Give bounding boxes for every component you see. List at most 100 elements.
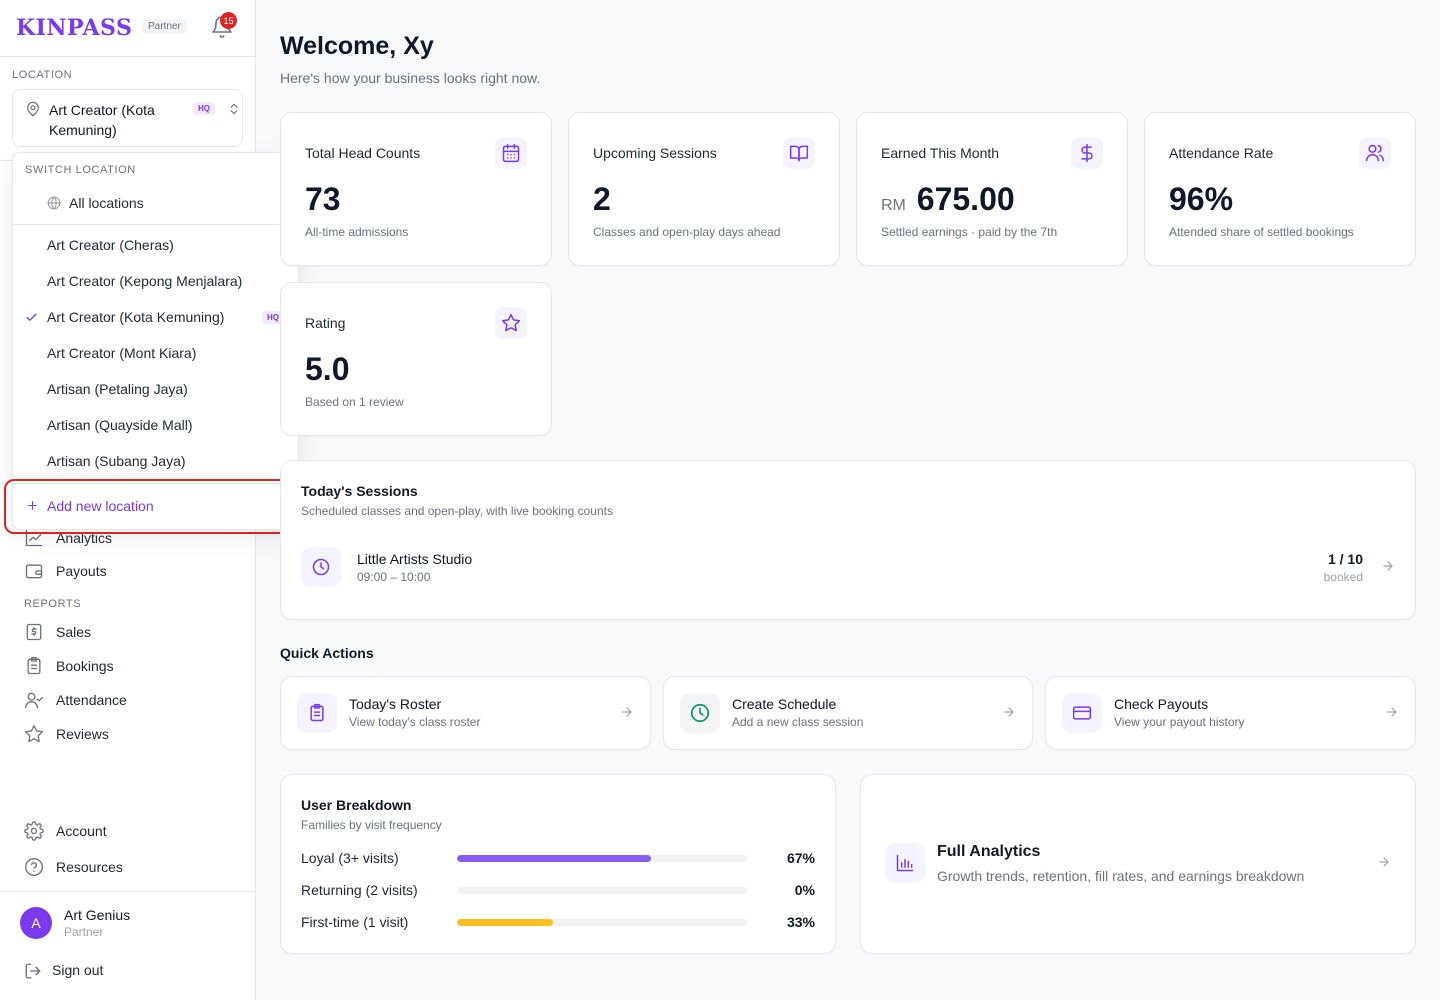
full-analytics-card[interactable]: Full Analytics Growth trends, retention,… [860,774,1416,954]
nav-label: Account [56,823,107,839]
kinpass-logo[interactable]: KINPASS [16,15,133,41]
quick-action-check-payouts[interactable]: Check Payouts View your payout history [1045,676,1416,750]
user-name: Art Genius [64,907,131,923]
stat-card-head-counts: Total Head Counts 73 All-time admissions [280,112,552,266]
nav-resources[interactable]: Resources [24,855,123,879]
quick-action-subtitle: Add a new class session [732,715,864,729]
page-subtitle: Here's how your business looks right now… [280,70,541,86]
location-section-label: LOCATION [12,69,73,81]
session-booked-label: booked [1323,570,1363,584]
stat-label: Earned This Month [881,145,1000,161]
divider [0,56,255,57]
location-option[interactable]: Art Creator (Kepong Menjalara) [13,264,298,300]
avatar: A [20,907,52,939]
location-option-label: Art Creator (Cheras) [47,237,174,253]
add-new-location-label: Add new location [47,498,154,514]
current-location-name: Art Creator (Kota Kemuning) [49,102,155,138]
stat-label: Attendance Rate [1169,145,1274,161]
nav-label: Sign out [52,962,104,978]
breakdown-label: First-time (1 visit) [301,914,409,930]
quick-action-subtitle: View your payout history [1114,715,1245,729]
nav-payouts[interactable]: Payouts [24,559,107,583]
arrow-right-icon [620,705,634,719]
breakdown-label: Returning (2 visits) [301,882,418,898]
user-info: Art Genius Partner [64,906,130,940]
chevrons-up-down-icon [227,101,241,117]
clipboard-list-icon [24,656,44,676]
stat-card-rating: Rating 5.0 Based on 1 review [280,282,552,436]
progress-track [457,855,747,862]
nav-sales[interactable]: Sales [24,620,91,644]
nav-attendance[interactable]: Attendance [24,688,127,712]
log-out-icon [24,962,41,979]
nav-account[interactable]: Account [24,819,107,843]
stat-value: 96% [1169,181,1234,217]
location-option-label: Art Creator (Mont Kiara) [47,345,197,361]
user-profile[interactable]: A Art Genius Partner [20,906,130,940]
page-title: Welcome, Xy [280,32,434,60]
nav-bookings[interactable]: Bookings [24,654,114,678]
wallet-icon [24,561,44,581]
nav-label: Bookings [56,658,114,674]
nav-label: Sales [56,624,92,640]
quick-action-title: Check Payouts [1114,696,1209,712]
bar-chart-icon [885,843,925,883]
session-booking-count: 1 / 10 [1327,551,1363,567]
location-option-label: Artisan (Subang Jaya) [47,453,186,469]
brand: KINPASS [16,14,132,42]
clipboard-icon [297,693,337,733]
quick-action-create-schedule[interactable]: Create Schedule Add a new class session [663,676,1033,750]
sign-out-button[interactable]: Sign out [24,958,103,982]
location-option-selected[interactable]: Art Creator (Kota Kemuning) HQ [13,300,298,336]
switch-location-label: SWITCH LOCATION [25,164,136,176]
breakdown-percent: 33% [786,914,815,930]
location-option[interactable]: Art Creator (Cheras) [13,228,298,264]
progress-fill [457,919,553,926]
check-icon [25,311,38,324]
hq-badge: HQ [193,102,215,115]
location-selector[interactable]: Art Creator (Kota Kemuning) HQ [12,89,243,147]
full-analytics-title: Full Analytics [937,843,1041,860]
arrow-right-icon [1385,705,1399,719]
nav-reviews[interactable]: Reviews [24,722,109,746]
quick-action-title: Today's Roster [349,696,442,712]
gear-icon [24,821,44,841]
arrow-right-icon [1377,855,1391,869]
dollar-icon [1071,137,1103,169]
nav-label: Attendance [56,692,127,708]
progress-fill [457,855,652,862]
stat-subtext: Attended share of settled bookings [1169,225,1354,239]
amount: 675.00 [916,181,1015,217]
location-option[interactable]: Art Creator (Mont Kiara) [13,336,298,372]
add-new-location-button[interactable]: Add new location [13,487,298,527]
breakdown-row: Returning (2 visits) 0% [301,881,815,901]
hq-badge: HQ [262,311,284,324]
section-description: Scheduled classes and open-play, with li… [301,504,613,518]
nav-analytics[interactable]: Analytics [24,526,112,550]
location-option[interactable]: Artisan (Petaling Jaya) [13,372,298,408]
quick-actions-title: Quick Actions [280,645,374,661]
stat-subtext: Based on 1 review [305,395,404,409]
stat-subtext: Settled earnings · paid by the 7th [881,225,1058,239]
all-locations-option[interactable]: All locations [47,193,144,213]
arrow-right-icon [1002,705,1016,719]
all-locations-label: All locations [69,195,144,211]
location-option[interactable]: Artisan (Subang Jaya) [13,444,298,480]
book-open-icon [783,137,815,169]
location-option-label: Art Creator (Kepong Menjalara) [47,273,243,289]
user-check-icon [24,690,44,710]
location-option-label: Artisan (Quayside Mall) [47,417,193,433]
location-option[interactable]: Artisan (Quayside Mall) [13,408,298,444]
quick-action-todays-roster[interactable]: Today's Roster View today's class roster [280,676,651,750]
trending-icon [24,528,44,548]
user-role: Partner [64,925,104,939]
clock-icon [301,547,341,587]
user-breakdown-card: User Breakdown Families by visit frequen… [280,774,836,954]
quick-action-title: Create Schedule [732,696,837,712]
divider [0,891,255,892]
stat-card-attendance-rate: Attendance Rate 96% Attended share of se… [1144,112,1416,266]
progress-track [457,919,747,926]
stat-value: 5.0 [305,351,350,387]
nav-label: Resources [56,859,123,875]
star-icon [495,307,527,339]
